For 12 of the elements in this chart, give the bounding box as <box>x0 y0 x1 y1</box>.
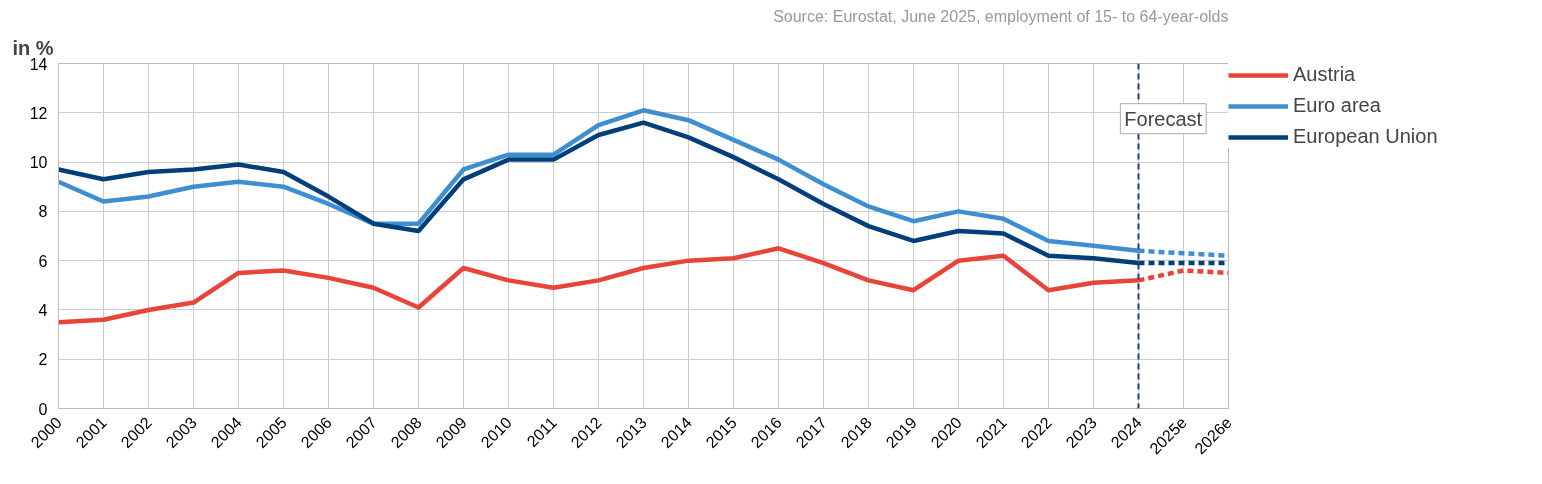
ref-line-label: Forecast <box>1124 107 1203 130</box>
legend-label: European Union <box>1293 125 1438 148</box>
y-tick-label: 2 <box>38 351 48 369</box>
y-tick-label: 4 <box>38 301 48 319</box>
y-tick-label: 8 <box>38 203 48 221</box>
legend-label: Euro area <box>1293 94 1381 117</box>
y-tick-label: 0 <box>38 400 48 418</box>
y-tick-label: 12 <box>29 104 48 122</box>
y-tick-label: 6 <box>38 252 48 270</box>
source-note: Source: Eurostat, June 2025, employment of 15- to 64-year-olds <box>773 7 1229 25</box>
y-tick-label: 10 <box>29 154 48 172</box>
legend-label: Austria <box>1293 63 1356 86</box>
